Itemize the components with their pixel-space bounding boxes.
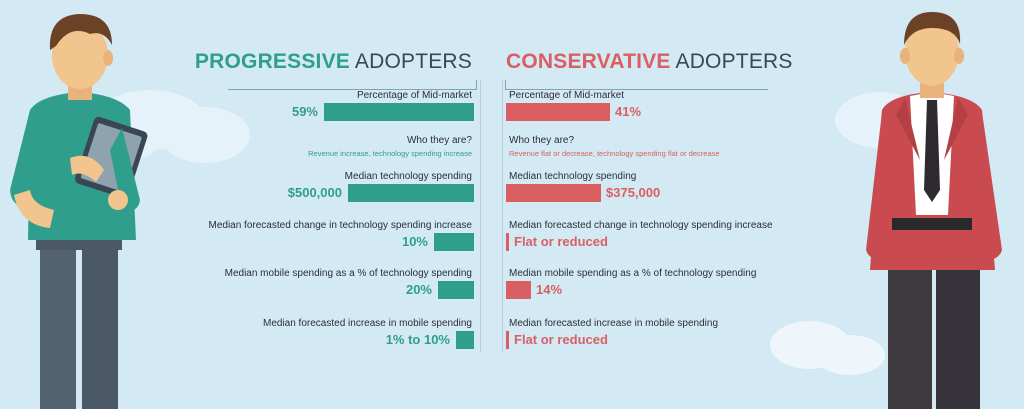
progressive-value: 59% <box>291 104 318 119</box>
row-label-progressive: Median forecasted change in technology s… <box>208 220 472 231</box>
row-label-conservative: Median mobile spending as a % of technol… <box>509 268 757 279</box>
row-label-progressive: Percentage of Mid-market <box>356 90 472 101</box>
row-label-progressive: Median forecasted increase in mobile spe… <box>262 318 472 329</box>
conservative-value: 41% <box>615 104 642 119</box>
conservative-bar <box>506 331 509 349</box>
progressive-value: 1% to 10% <box>385 332 450 347</box>
cloud-icon <box>770 321 885 375</box>
man-with-tablet-icon <box>10 14 148 409</box>
conservative-value: $375,000 <box>606 185 661 200</box>
conservative-bar <box>506 184 601 202</box>
progressive-title-rule <box>228 80 477 90</box>
progressive-bar <box>438 281 474 299</box>
conservative-value: Flat or reduced <box>514 332 608 347</box>
row-label-conservative: Percentage of Mid-market <box>509 90 625 101</box>
progressive-bar <box>324 103 474 121</box>
conservative-value: Flat or reduced <box>514 234 608 249</box>
row-label-progressive: Median technology spending <box>344 171 472 182</box>
conservative-axis <box>502 80 503 352</box>
row-label-conservative: Median forecasted increase in mobile spe… <box>509 318 719 329</box>
row-label-conservative: Who they are? <box>509 135 575 146</box>
conservative-title: CONSERVATIVE ADOPTERS <box>506 50 793 74</box>
conservative-value: 14% <box>536 282 563 297</box>
row-label-progressive: Median mobile spending as a % of technol… <box>224 268 472 279</box>
progressive-title-highlight: PROGRESSIVE <box>194 50 350 73</box>
conservative-title-highlight: CONSERVATIVE <box>506 50 671 73</box>
conservative-bar <box>506 103 610 121</box>
row-label-progressive: Who they are? <box>406 135 472 146</box>
man-in-red-blazer-icon <box>866 12 1002 409</box>
progressive-value: 20% <box>405 282 432 297</box>
conservative-title-rest: ADOPTERS <box>670 50 793 73</box>
progressive-bar <box>456 331 474 349</box>
conservative-bar <box>506 233 509 251</box>
progressive-axis <box>480 80 481 352</box>
conservative-subtext: Revenue flat or decrease, technology spe… <box>509 149 720 158</box>
progressive-title: PROGRESSIVE ADOPTERS <box>195 50 472 74</box>
row-label-conservative: Median technology spending <box>509 171 637 182</box>
progressive-title-rest: ADOPTERS <box>350 50 472 73</box>
progressive-value: $500,000 <box>287 185 342 200</box>
conservative-title-rule <box>505 80 768 90</box>
progressive-bar <box>348 184 474 202</box>
row-label-conservative: Median forecasted change in technology s… <box>509 220 773 231</box>
progressive-value: 10% <box>401 234 428 249</box>
progressive-bar <box>434 233 474 251</box>
conservative-bar <box>506 281 531 299</box>
progressive-subtext: Revenue increase, technology spending in… <box>308 149 472 158</box>
